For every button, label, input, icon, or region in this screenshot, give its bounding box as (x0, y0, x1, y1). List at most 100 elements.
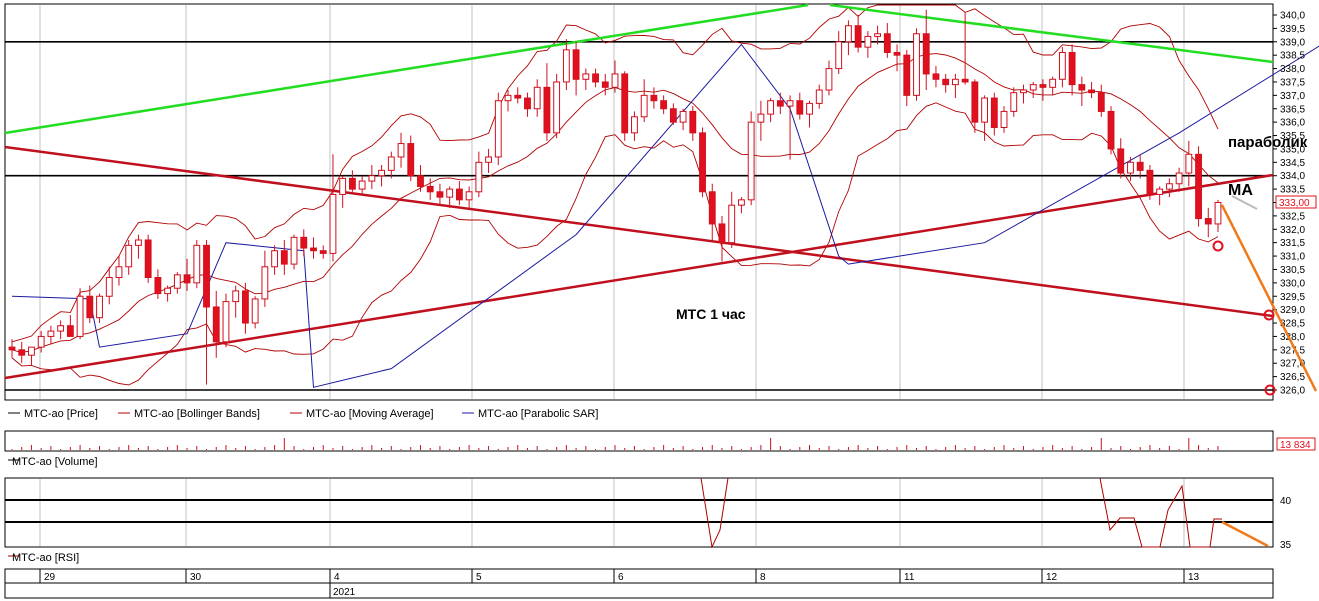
candle-body (66, 325, 74, 337)
candle-body (446, 188, 454, 198)
candle (1097, 84, 1105, 117)
candle-body (368, 175, 376, 182)
candle (8, 339, 16, 358)
ma-label: МА (1228, 182, 1253, 199)
candle (689, 106, 697, 141)
candle (455, 181, 463, 206)
red-trendline-down (4, 145, 1274, 318)
candle-body (310, 247, 317, 252)
date-label: 5 (476, 572, 482, 583)
candle (621, 71, 629, 141)
candle-body (572, 49, 580, 80)
date-label: 12 (1046, 572, 1058, 583)
candle-body (514, 94, 522, 99)
date-label: 13 (1188, 572, 1200, 583)
target-marker-1 (1212, 240, 1224, 252)
candle (1039, 79, 1047, 101)
date-label: 8 (760, 572, 766, 583)
candle-body (1058, 52, 1066, 80)
candle-body (57, 325, 65, 332)
candle-body (679, 110, 687, 123)
candle-body (1146, 169, 1154, 195)
candle-body (1214, 202, 1222, 225)
candle-body (18, 349, 26, 356)
candle-body (164, 287, 172, 295)
candle-body (689, 110, 697, 134)
candle (319, 245, 327, 259)
candle (339, 175, 347, 208)
y-tick-label: 337,0 (1280, 91, 1305, 102)
y-tick-label: 335,5 (1280, 131, 1305, 142)
candle-body (562, 49, 570, 83)
candle-body (475, 161, 483, 193)
candle (300, 229, 308, 257)
candle (378, 165, 385, 187)
candle-body (8, 346, 16, 351)
candle (913, 28, 920, 101)
y-tick-label: 334,0 (1280, 171, 1305, 182)
volume-last-box (1276, 437, 1316, 451)
candle (514, 87, 522, 104)
candle (1000, 106, 1008, 133)
candle-body (1204, 218, 1212, 225)
candle-body (115, 266, 123, 278)
candle-body (1010, 92, 1018, 112)
target-marker-3 (1264, 384, 1276, 396)
date-label: 11 (904, 572, 915, 583)
candle-body (524, 97, 531, 110)
candle-body (37, 335, 45, 348)
candle (631, 111, 638, 141)
candle (650, 87, 658, 109)
y-tick-label: 332,5 (1280, 211, 1305, 222)
candle-body (1088, 89, 1095, 94)
candle-body (1175, 172, 1183, 185)
candle (1117, 138, 1125, 179)
candle-body (1078, 84, 1086, 91)
candle (1204, 207, 1212, 238)
candle-body (669, 108, 677, 123)
rsi-tick-40: 40 (1280, 496, 1292, 507)
candle (18, 341, 26, 364)
y-tick-label: 336,0 (1280, 118, 1305, 129)
candle-body (222, 301, 230, 343)
candle-body (1185, 153, 1193, 174)
candle-body (932, 73, 940, 80)
candle-body (582, 73, 590, 80)
candle (932, 65, 940, 88)
candle-body (951, 78, 959, 86)
y-axis-ticks: 340,0 339,5 339,0 338,5 338,0 337,5 337,0 336,5… (1273, 11, 1305, 397)
candle (212, 290, 220, 358)
candle-body (786, 100, 794, 107)
candle-body (494, 100, 502, 158)
candle (417, 165, 424, 192)
candle-body (981, 97, 988, 123)
candle (1127, 156, 1134, 182)
candle (348, 170, 356, 192)
candle-body (135, 239, 142, 246)
candle (757, 100, 765, 141)
volume-bars (11, 438, 1219, 450)
candle (66, 315, 74, 337)
candle (446, 186, 454, 208)
candle (1029, 81, 1037, 99)
candle-body (757, 113, 765, 123)
candle (845, 20, 852, 56)
candle (971, 79, 979, 133)
candle-body (631, 116, 638, 134)
candle (825, 60, 833, 96)
candle-body (1000, 110, 1008, 129)
candle-body (903, 54, 911, 96)
candle (164, 285, 172, 302)
parabolic-sar-line (11, 43, 1319, 388)
candle (494, 92, 502, 165)
candle-body (776, 100, 784, 107)
candle-body (611, 73, 619, 88)
candle (864, 31, 872, 58)
candle (738, 197, 745, 214)
last-price-box (1275, 195, 1317, 209)
candle (193, 240, 201, 289)
candle-body (339, 177, 347, 195)
candle (806, 100, 813, 128)
candle (222, 293, 230, 348)
candle-body (747, 121, 755, 201)
